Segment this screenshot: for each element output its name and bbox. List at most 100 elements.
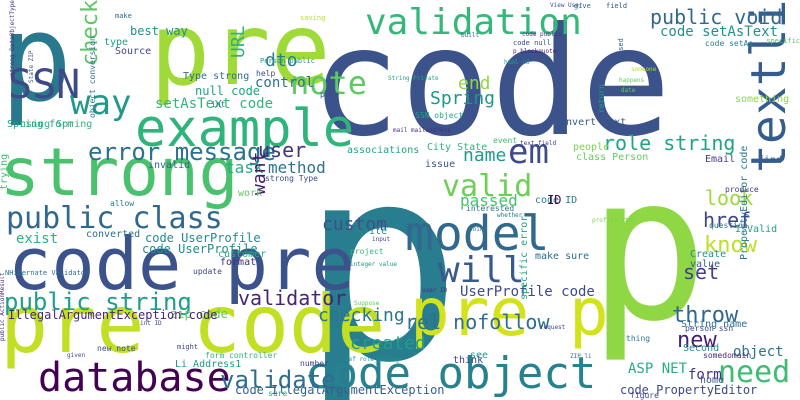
word-cloud-word: validator	[238, 286, 347, 310]
word-cloud-word: Li Address1	[175, 359, 242, 370]
word-cloud-word: find	[758, 155, 783, 166]
word-cloud-word: point	[469, 226, 488, 233]
word-cloud-word: rel nofollow	[405, 310, 550, 334]
word-cloud-word: Second	[683, 343, 720, 354]
word-cloud-word: method	[268, 158, 326, 177]
word-cloud-word: form	[688, 367, 722, 383]
word-cloud-word: checking	[318, 305, 405, 326]
word-cloud-word: Create	[690, 249, 727, 260]
word-cloud-word: validate	[220, 366, 336, 394]
word-cloud-word: object	[733, 344, 784, 360]
word-cloud-word: figure	[630, 391, 659, 400]
word-cloud-word: IsValid	[735, 224, 778, 235]
word-cloud-word: code IllegalArgumentException	[235, 383, 445, 397]
word-cloud-word: ZIP li	[570, 353, 592, 360]
word-cloud-word: convert text	[554, 117, 627, 128]
word-cloud-word: give	[574, 2, 591, 10]
word-cloud-word: thing	[626, 334, 651, 343]
word-cloud-word: code PropertyEditor	[620, 383, 758, 397]
word-cloud-word: see	[470, 350, 489, 361]
word-cloud-word: code pre	[8, 222, 355, 306]
word-cloud-word: format	[220, 257, 257, 268]
word-cloud-word: ASP NET	[628, 361, 688, 377]
word-cloud-word: code object	[305, 348, 597, 399]
word-cloud-word: way	[70, 83, 132, 123]
word-cloud-word: produce	[725, 185, 759, 194]
word-cloud-word: Person public	[260, 57, 315, 65]
word-cloud-word: something	[735, 94, 790, 105]
word-cloud-word: validation	[365, 2, 582, 43]
word-cloud-word: City State	[427, 142, 488, 153]
word-cloud-word: look	[705, 186, 754, 210]
word-cloud-word: set	[683, 260, 720, 284]
word-cloud-word: will	[438, 250, 525, 291]
word-cloud-word: error message	[88, 138, 276, 166]
word-cloud-word: public ActionResult	[0, 272, 6, 341]
word-cloud-word: invalid	[148, 160, 191, 171]
word-cloud-word: class Person	[576, 152, 649, 163]
word-cloud-word: State ZIP	[28, 50, 35, 83]
word-cloud-word: might	[177, 343, 199, 351]
word-cloud-word: trying	[0, 153, 10, 190]
word-cloud-word: saving	[300, 14, 326, 22]
word-cloud-word: code null	[513, 39, 551, 47]
word-cloud-word: date	[621, 87, 636, 94]
word-cloud-word: pre code	[0, 278, 386, 371]
word-cloud-word: allow	[110, 199, 135, 208]
word-cloud-word: int ID	[140, 320, 162, 327]
word-cloud-word: update	[193, 267, 222, 276]
word-cloud-word: created	[350, 333, 426, 354]
word-cloud-word: example	[135, 99, 355, 159]
word-cloud-word: strong DataObjectType	[9, 0, 16, 76]
word-cloud-word: code setAsText	[660, 24, 779, 40]
word-cloud-word: database	[38, 355, 231, 400]
word-cloud-word: p blockquote	[513, 48, 557, 55]
word-cloud-word: whether	[497, 212, 523, 219]
word-cloud-word: control	[255, 75, 315, 91]
word-cloud-word: public void	[650, 5, 783, 29]
word-cloud-word: make sure	[535, 251, 590, 262]
word-cloud-word: work	[238, 188, 263, 199]
word-cloud-word: event	[493, 136, 518, 145]
word-cloud-word: converted	[86, 229, 141, 240]
word-cloud-word: specific error	[519, 215, 530, 300]
word-cloud-word: interested	[466, 204, 515, 213]
word-cloud-word: code	[310, 0, 672, 170]
word-cloud-word: URL	[228, 25, 249, 58]
word-cloud-word: return	[597, 84, 606, 113]
word-cloud-word: strong	[0, 134, 239, 211]
word-cloud-word: throw	[672, 303, 739, 328]
word-cloud-word: View User	[550, 2, 583, 9]
word-cloud-word: associations	[347, 145, 420, 156]
word-cloud-word: text field	[520, 140, 557, 147]
word-cloud-word: field	[606, 2, 628, 10]
word-cloud-word: def role_string	[345, 356, 400, 363]
word-cloud-word: String Private	[388, 75, 439, 82]
word-cloud-word: pre p	[410, 274, 609, 351]
word-cloud-word: happens	[619, 77, 645, 84]
word-cloud-word: used	[617, 38, 625, 55]
word-cloud-word: code UserProfile	[145, 231, 261, 245]
word-cloud-word: somedomain	[703, 351, 752, 360]
word-cloud-word: setAsText code	[155, 96, 274, 112]
word-cloud-word: built	[461, 32, 480, 39]
word-cloud-word: home	[700, 375, 725, 386]
word-cloud-word: IllegalArgumentException code	[8, 308, 218, 322]
word-cloud-word: need	[718, 355, 791, 390]
word-cloud-word: Spring	[430, 88, 496, 109]
word-cloud-word: number	[300, 359, 329, 368]
word-cloud-word: passed	[460, 191, 518, 210]
word-cloud-word: best way	[130, 24, 188, 38]
word-cloud-word: Type strong	[183, 71, 250, 82]
word-cloud-word: profile html	[592, 217, 636, 224]
word-cloud-word: request	[540, 324, 566, 331]
word-cloud-word: Source	[115, 46, 152, 57]
word-cloud-word: public string	[4, 288, 192, 316]
word-cloud-word: value	[690, 259, 721, 270]
word-cloud-word: SSN object	[415, 111, 464, 120]
word-cloud-word: end	[458, 73, 491, 94]
word-cloud-word: issue	[425, 159, 456, 170]
word-cloud-word: know	[704, 233, 757, 258]
word-cloud-word: p	[0, 0, 73, 129]
